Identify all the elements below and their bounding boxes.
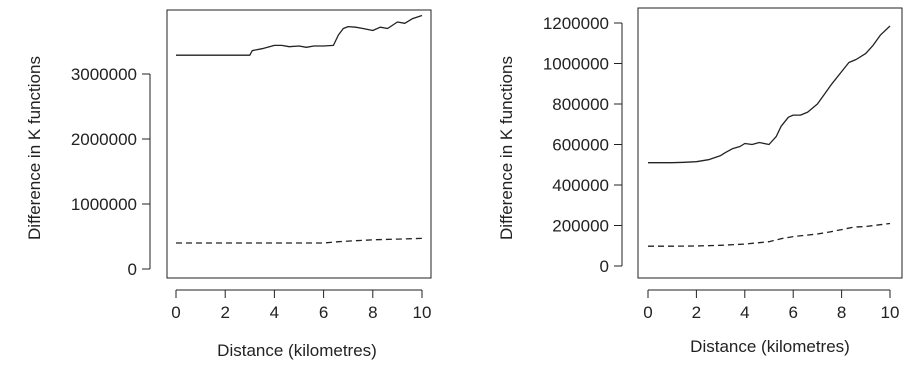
solid-series-line [176, 14, 423, 56]
x-tick-label: 8 [837, 303, 846, 322]
y-axis-label: Difference in K functions [497, 56, 516, 240]
plot-frame [637, 7, 903, 279]
plot-frame [166, 9, 432, 279]
x-tick-label: 6 [788, 303, 797, 322]
y-tick-label: 1000000 [71, 195, 137, 214]
x-tick-label: 10 [413, 303, 432, 322]
y-tick-label: 1000000 [543, 55, 609, 74]
x-tick-label: 8 [368, 303, 377, 322]
solid-series-line [648, 25, 891, 164]
x-tick-label: 0 [643, 303, 652, 322]
y-tick-label: 200000 [552, 217, 609, 236]
y-tick-label: 3000000 [71, 65, 137, 84]
chart-left: 0 1000000 2000000 3000000 0 2 4 6 8 10 Distance … [25, 9, 432, 360]
y-tick-label: 2000000 [71, 130, 137, 149]
x-tick-label: 2 [220, 303, 229, 322]
x-tick-label: 10 [881, 303, 900, 322]
x-tick-label: 2 [692, 303, 701, 322]
x-tick-label: 0 [171, 303, 180, 322]
dashed-series-line [176, 237, 423, 244]
y-tick-label: 0 [600, 257, 609, 276]
x-tick-label: 4 [740, 303, 749, 322]
x-tick-label: 4 [270, 303, 279, 322]
y-tick-label: 800000 [552, 95, 609, 114]
x-axis-label: Distance (kilometres) [217, 341, 377, 360]
y-tick-label: 600000 [552, 136, 609, 155]
x-axis-label: Distance (kilometres) [690, 337, 850, 356]
x-tick-label: 6 [319, 303, 328, 322]
y-tick-label: 1200000 [543, 14, 609, 33]
y-tick-label: 0 [128, 260, 137, 279]
chart-right: 020000040000060000080000010000001200000 … [497, 7, 903, 356]
dashed-series-line [648, 222, 891, 247]
y-axis-label: Difference in K functions [25, 56, 44, 240]
y-tick-label: 400000 [552, 176, 609, 195]
